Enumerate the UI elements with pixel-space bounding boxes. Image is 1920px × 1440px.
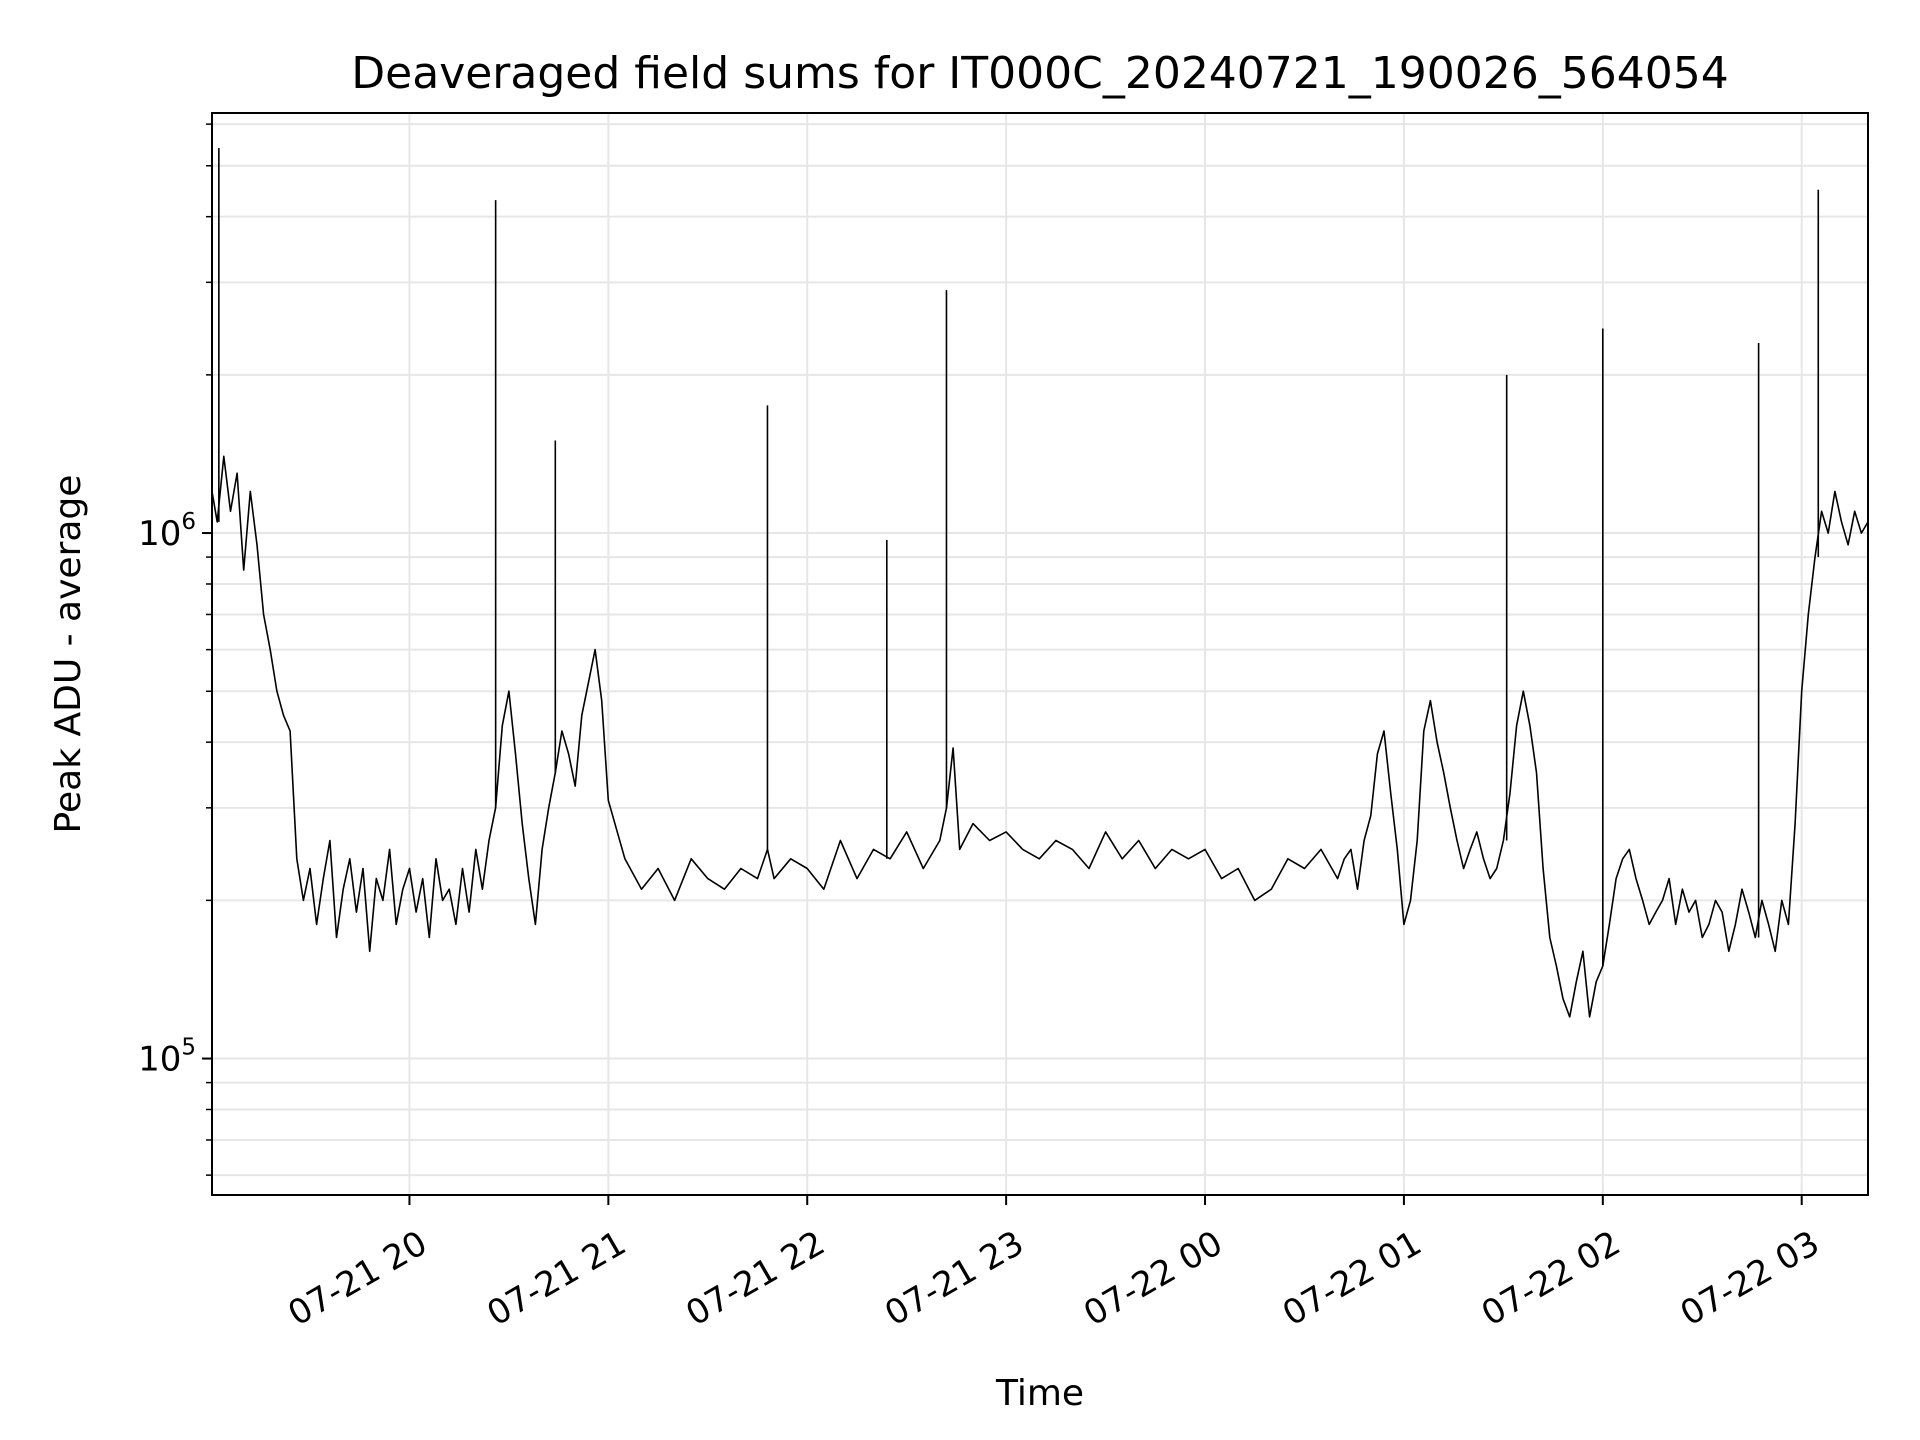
y-tick-exponent: 6 bbox=[181, 509, 196, 535]
y-tick-base: 10 bbox=[138, 1040, 181, 1080]
chart-title: Deaveraged field sums for IT000C_2024072… bbox=[351, 48, 1728, 99]
x-axis-label: Time bbox=[995, 1373, 1084, 1414]
plot-frame bbox=[211, 112, 1869, 1196]
plot-area bbox=[211, 148, 1869, 1018]
grid bbox=[212, 113, 1868, 1195]
y-tick-label: 106 bbox=[138, 509, 196, 554]
y-tick-exponent: 5 bbox=[181, 1035, 196, 1061]
y-tick-label: 105 bbox=[138, 1035, 196, 1080]
series-line bbox=[211, 455, 1869, 1018]
y-tick-base: 10 bbox=[138, 514, 181, 554]
y-axis-label: Peak ADU - average bbox=[48, 475, 89, 834]
